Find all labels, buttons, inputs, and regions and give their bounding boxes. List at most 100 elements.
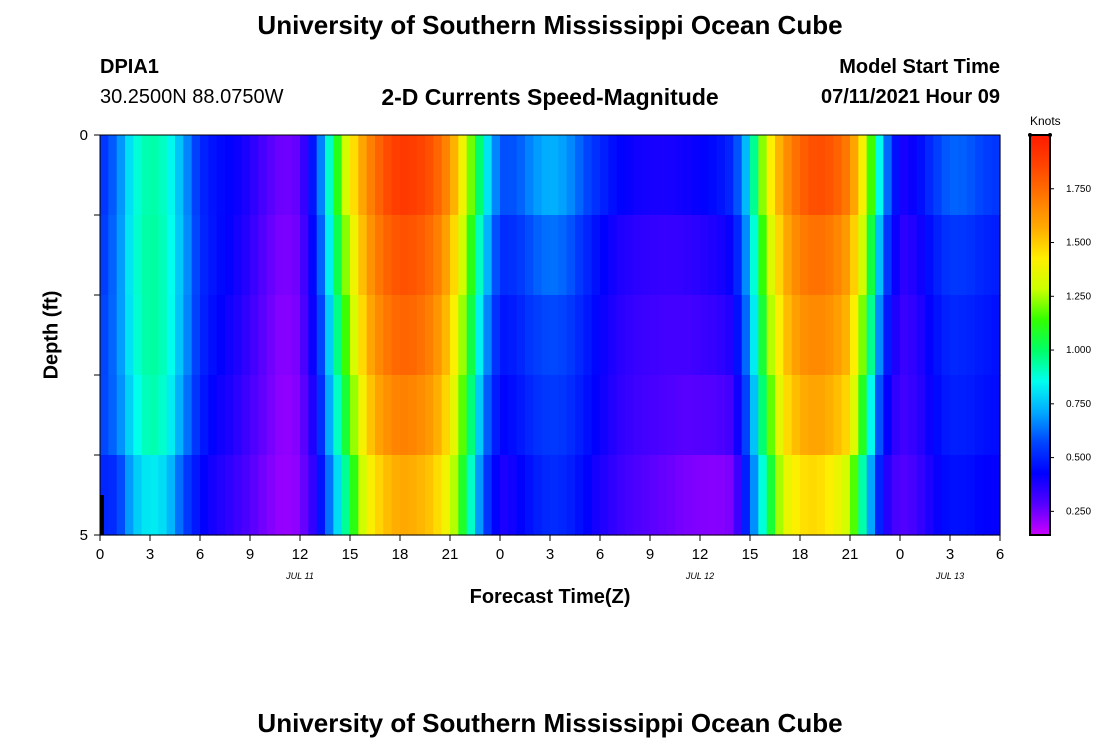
heatmap-cell (200, 375, 209, 456)
heatmap-cell (566, 215, 576, 296)
heatmap-cell (958, 295, 968, 376)
x-tick-label: 6 (996, 546, 1004, 563)
heatmap-cell (966, 135, 976, 216)
heatmap-cell (383, 375, 393, 456)
heatmap-cell (741, 135, 751, 216)
heatmap-cell (725, 375, 734, 456)
heatmap-cell (675, 295, 684, 376)
heatmap-cell (300, 135, 309, 216)
heatmap-cell (816, 375, 826, 456)
heatmap-cell (433, 455, 443, 536)
heatmap-cell (250, 295, 259, 376)
heatmap-cell (225, 215, 234, 296)
heatmap-cell (558, 215, 568, 296)
heatmap-cell (891, 215, 901, 296)
heatmap-cell (758, 375, 768, 456)
heatmap-cell (600, 215, 609, 296)
colorbar-corner-dot (1028, 133, 1032, 137)
heatmap-cell (750, 135, 759, 216)
heatmap-cell (600, 135, 609, 216)
heatmap-cell (175, 215, 184, 296)
heatmap-cell (241, 375, 251, 456)
heatmap-cell (900, 295, 909, 376)
heatmap-cell (466, 295, 476, 376)
heatmap-cell (308, 215, 318, 296)
heatmap-cell (708, 455, 718, 536)
heatmap-cell (841, 215, 851, 296)
heatmap-cell (766, 455, 776, 536)
heatmap-cell (191, 455, 201, 536)
date-label: JUL 11 (285, 571, 314, 581)
y-tick-label: 0 (80, 127, 88, 144)
heatmap-cell (525, 455, 534, 536)
heatmap-cell (900, 215, 909, 296)
heatmap-cell (225, 375, 234, 456)
heatmap-cell (408, 455, 418, 536)
heatmap-cell (891, 295, 901, 376)
heatmap-cell (191, 375, 201, 456)
model-start-label: Model Start Time (839, 56, 1000, 78)
heatmap-cell (975, 215, 984, 296)
heatmap-cell (716, 455, 726, 536)
heatmap-cell (908, 215, 918, 296)
heatmap-cell (108, 135, 118, 216)
heatmap-cell (875, 375, 884, 456)
heatmap-cell (666, 215, 676, 296)
x-tick-label: 12 (692, 546, 709, 563)
heatmap-cell (458, 455, 468, 536)
heatmap-cell (441, 135, 451, 216)
heatmap-cell (616, 455, 626, 536)
heatmap-cell (975, 135, 984, 216)
heatmap-cell (725, 135, 734, 216)
heatmap-cell (200, 455, 209, 536)
heatmap-cell (950, 375, 959, 456)
heatmap-cell (925, 455, 934, 536)
heatmap-cell (791, 295, 801, 376)
heatmap-cell (400, 135, 409, 216)
heatmap-cell (100, 215, 109, 296)
heatmap-cell (916, 375, 926, 456)
heatmap-cell (991, 135, 1001, 216)
heatmap-cell (958, 455, 968, 536)
heatmap-cell (691, 295, 701, 376)
heatmap-cell (500, 375, 509, 456)
heatmap-cell (116, 455, 126, 536)
heatmap-cell (400, 375, 409, 456)
heatmap-cell (850, 295, 859, 376)
heatmap-cell (875, 295, 884, 376)
heatmap-cell (591, 455, 601, 536)
heatmap-cell (533, 215, 543, 296)
heatmap-cell (233, 295, 243, 376)
heatmap-cell (400, 455, 409, 536)
heatmap-cell (491, 375, 501, 456)
heatmap-cell (566, 375, 576, 456)
heatmap-cell (441, 375, 451, 456)
heatmap-cell (158, 215, 168, 296)
heatmap-cell (625, 455, 634, 536)
heatmap-cell (400, 215, 409, 296)
heatmap-cell (925, 375, 934, 456)
heatmap-cell (691, 215, 701, 296)
heatmap-cell (791, 455, 801, 536)
heatmap-cell (825, 135, 834, 216)
heatmap-cell (866, 375, 876, 456)
heatmap-cell (391, 295, 401, 376)
heatmap-cell (975, 375, 984, 456)
heatmap-cell (225, 455, 234, 536)
heatmap-cell (683, 455, 693, 536)
footer-title: University of Southern Mississippi Ocean… (257, 708, 843, 738)
heatmap-cell (683, 135, 693, 216)
heatmap-cell (375, 135, 384, 216)
heatmap-cell (575, 215, 584, 296)
heatmap-cell (291, 295, 301, 376)
heatmap-cell (483, 295, 493, 376)
heatmap-cell (500, 215, 509, 296)
heatmap-cell (916, 215, 926, 296)
heatmap-cell (583, 215, 593, 296)
heatmap-cell (375, 295, 384, 376)
heatmap-cell (208, 295, 218, 376)
heatmap-cell (841, 135, 851, 216)
heatmap-cell (816, 455, 826, 536)
heatmap-cell (658, 215, 668, 296)
x-tick-label: 3 (546, 546, 554, 563)
